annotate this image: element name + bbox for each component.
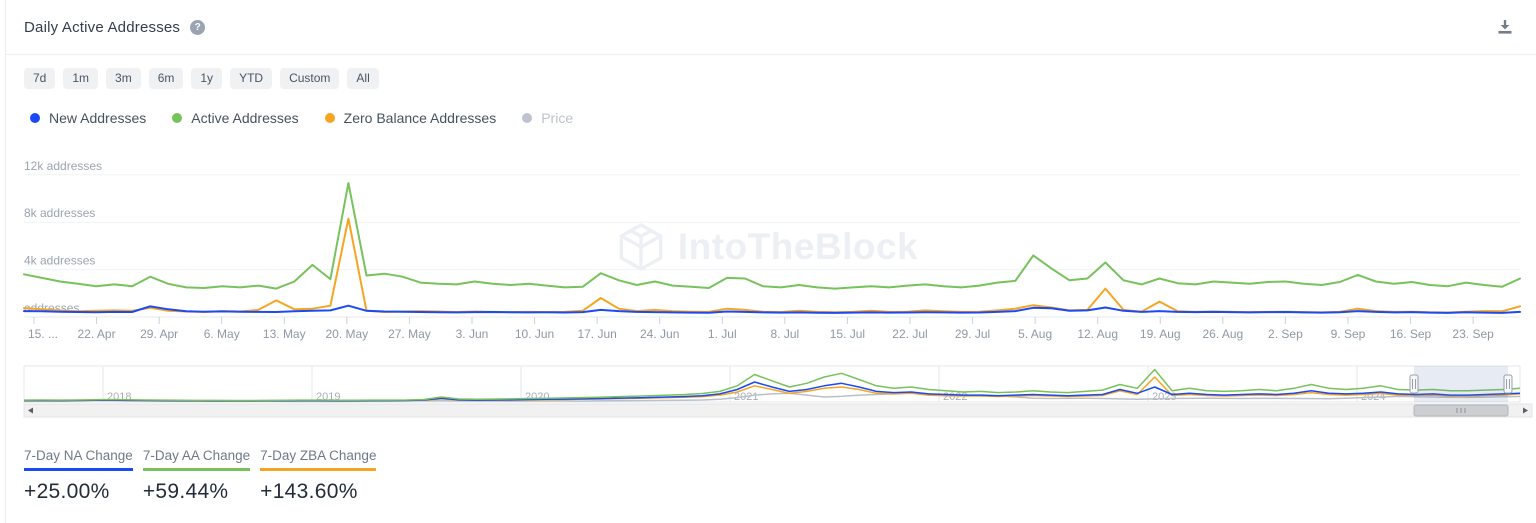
x-axis-label: 15. ... [28, 327, 58, 341]
y-axis-label: 4k addresses [24, 254, 95, 268]
range-buttons: 7d 1m 3m 6m 1y YTD Custom All [24, 68, 379, 90]
x-axis-label: 8. Jul [770, 327, 799, 341]
range-button-3m[interactable]: 3m [106, 68, 141, 90]
scrollbar-thumb[interactable] [1413, 404, 1509, 417]
x-axis-label: 29. Jul [955, 327, 990, 341]
x-axis-label: 20. May [326, 327, 369, 341]
legend-label-zero-balance-addresses: Zero Balance Addresses [343, 110, 497, 126]
range-button-all[interactable]: All [347, 68, 379, 90]
range-button-6m[interactable]: 6m [148, 68, 184, 90]
navigator-handle-right[interactable] [1503, 374, 1513, 394]
x-axis-label: 12. Aug [1077, 327, 1118, 341]
x-axis-label: 19. Aug [1140, 327, 1181, 341]
legend-dot-new-addresses [30, 113, 40, 123]
x-axis-label: 16. Sep [1390, 327, 1432, 341]
navigator-outline [23, 365, 1521, 403]
range-button-ytd[interactable]: YTD [230, 68, 273, 90]
navigator-year-label: 2023 [1152, 391, 1176, 403]
stat-aa-change: 7-Day AA Change +59.44% [142, 448, 251, 504]
help-icon[interactable]: ? [190, 19, 206, 35]
legend-item-price[interactable]: Price [522, 110, 573, 126]
legend-item-zero-balance-addresses[interactable]: Zero Balance Addresses [324, 110, 497, 126]
navigator-selection[interactable] [1414, 366, 1508, 402]
scrollbar-right-arrow[interactable] [1523, 407, 1528, 414]
legend-dot-price [522, 113, 533, 123]
x-axis-label: 22. Jul [892, 327, 927, 341]
x-axis-label: 3. Jun [456, 327, 489, 341]
range-button-1m[interactable]: 1m [63, 68, 99, 90]
y-axis-label: 12k addresses [24, 159, 102, 173]
chart-header: Daily Active Addresses ? [6, 0, 1536, 55]
range-button-custom[interactable]: Custom [280, 68, 340, 90]
scrollbar-left-arrow[interactable] [28, 407, 33, 414]
x-axis-label: 6. May [204, 327, 240, 341]
x-axis-label: 2. Sep [1268, 327, 1303, 341]
stat-zba-change: 7-Day ZBA Change +143.60% [260, 448, 377, 504]
legend-item-new-addresses[interactable]: New Addresses [30, 110, 146, 126]
legend-dot-active-addresses [172, 113, 183, 123]
x-axis-label: 15. Jul [830, 327, 865, 341]
navigator-series-active-addresses [23, 368, 1521, 402]
stat-aa-label: 7-Day AA Change [142, 448, 251, 471]
x-axis-label: 29. Apr [140, 327, 178, 341]
scrollbar-track[interactable] [23, 403, 1533, 418]
legend-label-new-addresses: New Addresses [49, 110, 147, 126]
navigator-chart[interactable]: 2018 2019 2020 2021 2022 2023 2024 [0, 362, 1536, 422]
x-axis-label: 9. Sep [1331, 327, 1366, 341]
legend-label-price: Price [541, 110, 574, 126]
stat-zba-value: +143.60% [260, 480, 358, 503]
stat-na-change: 7-Day NA Change +25.00% [24, 448, 133, 504]
panel-left-border [5, 0, 6, 523]
legend-dot-zero-balance-addresses [324, 113, 335, 123]
download-icon [1498, 20, 1512, 34]
x-axis-label: 10. Jun [515, 327, 554, 341]
stat-na-label: 7-Day NA Change [24, 448, 133, 471]
navigator-handle-left[interactable] [1409, 374, 1419, 394]
chart-title: Daily Active Addresses [24, 18, 181, 36]
y-axis-label: 8k addresses [24, 206, 95, 220]
x-axis-label: 13. May [263, 327, 306, 341]
series-new-addresses [23, 304, 1521, 314]
x-axis: 15. ... 22. Apr 29. Apr 6. May 13. May 20. Ma… [28, 317, 1494, 341]
download-button[interactable] [1494, 16, 1516, 38]
x-axis-label: 23. Sep [1452, 327, 1494, 341]
stat-aa-value: +59.44% [142, 480, 229, 503]
legend: New Addresses Active Addresses Zero Balanc… [30, 110, 573, 126]
x-axis-label: 27. May [388, 327, 431, 341]
legend-item-active-addresses[interactable]: Active Addresses [172, 110, 299, 126]
x-axis-label: 17. Jun [577, 327, 616, 341]
footer-stats: 7-Day NA Change +25.00% 7-Day AA Change +59… [24, 448, 377, 504]
stat-na-value: +25.00% [24, 480, 110, 503]
x-axis-label: 5. Aug [1018, 327, 1052, 341]
series-active-addresses [23, 182, 1521, 290]
x-axis-label: 1. Jul [708, 327, 737, 341]
stat-zba-label: 7-Day ZBA Change [260, 448, 377, 471]
x-axis-label: 24. Jun [640, 327, 679, 341]
range-button-7d[interactable]: 7d [24, 68, 56, 90]
x-axis-label: 22. Apr [78, 327, 116, 341]
series-zero-balance-addresses [23, 217, 1521, 314]
legend-label-active-addresses: Active Addresses [191, 110, 299, 126]
navigator-year-label: 2022 [943, 391, 967, 403]
x-axis-label: 26. Aug [1202, 327, 1243, 341]
range-button-1y[interactable]: 1y [191, 68, 223, 90]
